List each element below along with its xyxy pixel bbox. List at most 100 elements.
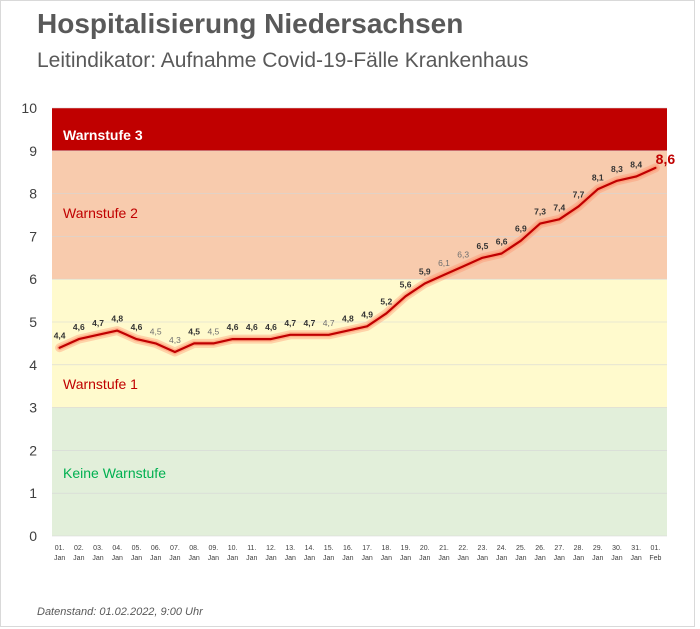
x-tick-month: Feb [649,555,661,562]
y-tick-label: 6 [29,271,37,287]
x-tick-day: 14. [305,545,315,552]
x-tick-day: 24. [497,545,507,552]
x-tick-month: Jan [419,555,430,562]
x-tick-day: 26. [535,545,545,552]
data-labels: 4,4 4,6 4,7 4,8 4,6 4,5 4,3 4,5 4,5 4,6 4,6 4,6 4,7 4… [54,151,676,345]
chart-title: Hospitalisierung Niedersachsen [37,8,464,39]
x-tick-month: Jan [361,555,372,562]
x-tick-month: Jan [112,555,123,562]
x-tick-month: Jan [381,555,392,562]
x-tick-month: Jan [515,555,526,562]
x-tick-day: 04. [112,545,122,552]
y-tick-label: 10 [21,100,37,116]
data-label: 4,7 [323,318,335,328]
y-tick-label: 1 [29,485,37,501]
x-tick-day: 07. [170,545,180,552]
y-tick-label: 0 [29,528,37,544]
y-tick-label: 4 [29,357,37,373]
data-label: 7,7 [573,189,585,199]
data-label: 4,8 [111,314,123,324]
data-series [55,163,660,357]
y-axis-ticks: 0 1 2 3 4 5 6 7 8 9 10 [21,100,37,544]
x-tick-month: Jan [246,555,257,562]
data-label: 4,8 [342,314,354,324]
chart-subtitle: Leitindikator: Aufnahme Covid-19-Fälle K… [37,49,529,72]
x-tick-month: Jan [227,555,238,562]
x-tick-month: Jan [188,555,199,562]
x-tick-day: 19. [401,545,411,552]
data-label: 4,6 [73,322,85,332]
data-label: 4,5 [207,326,219,336]
gridlines [52,107,667,537]
x-tick-month: Jan [150,555,161,562]
data-label: 4,6 [131,322,143,332]
x-tick-day: 08. [189,545,199,552]
data-label: 5,9 [419,266,431,276]
x-tick-day: 25. [516,545,526,552]
data-label: 4,5 [188,326,200,336]
data-label: 4,9 [361,309,373,319]
x-tick-day: 30. [612,545,622,552]
x-axis-ticks: 01. Jan 02. Jan 03. Jan 04. Jan 05. Jan 06. Jan 07. J… [54,545,662,562]
data-label: 4,7 [92,318,104,328]
band-0 [52,407,667,536]
x-tick-day: 12. [266,545,276,552]
x-tick-month: Jan [73,555,84,562]
x-tick-month: Jan [592,555,603,562]
x-tick-day: 06. [151,545,161,552]
data-label: 4,7 [284,318,296,328]
data-label: 6,5 [477,241,489,251]
data-label: 6,6 [496,237,508,247]
data-label: 7,4 [553,202,565,212]
data-label: 6,9 [515,224,527,234]
x-tick-day: 20. [420,545,430,552]
data-label: 4,6 [227,322,239,332]
y-tick-label: 8 [29,186,37,202]
y-tick-label: 5 [29,314,37,330]
band-label-3: Warnstufe 3 [63,127,143,143]
x-tick-day: 16. [343,545,353,552]
y-tick-label: 2 [29,442,37,458]
data-source-note: Datenstand: 01.02.2022, 9:00 Uhr [37,606,203,618]
data-label: 4,4 [54,331,66,341]
band-label-2: Warnstufe 2 [63,205,138,221]
data-label: 8,1 [592,172,604,182]
series-line [58,166,657,354]
x-tick-day: 28. [574,545,584,552]
y-tick-label: 7 [29,228,37,244]
x-tick-month: Jan [400,555,411,562]
x-tick-day: 01. [651,545,661,552]
x-tick-month: Jan [611,555,622,562]
x-tick-month: Jan [323,555,334,562]
x-tick-day: 01. [55,545,65,552]
x-tick-month: Jan [438,555,449,562]
x-tick-month: Jan [285,555,296,562]
warning-bands [52,108,667,536]
x-tick-day: 15. [324,545,334,552]
data-label: 8,4 [630,159,642,169]
data-label: 5,2 [380,296,392,306]
y-tick-label: 9 [29,143,37,159]
data-label: 5,6 [400,279,412,289]
data-label: 8,3 [611,164,623,174]
data-label: 8,6 [656,151,676,167]
x-tick-day: 21. [439,545,449,552]
data-label: 4,3 [169,335,181,345]
x-tick-month: Jan [477,555,488,562]
x-tick-month: Jan [573,555,584,562]
band-label-0: Keine Warnstufe [63,465,166,481]
band-2 [52,150,667,280]
band-3 [52,108,667,151]
x-tick-day: 27. [554,545,564,552]
data-label: 4,6 [246,322,258,332]
x-tick-day: 10. [228,545,238,552]
x-tick-month: Jan [554,555,565,562]
x-tick-day: 09. [208,545,218,552]
band-label-1: Warnstufe 1 [63,376,138,392]
x-tick-month: Jan [265,555,276,562]
x-tick-day: 31. [631,545,641,552]
x-tick-day: 23. [478,545,488,552]
band-labels: Keine Warnstufe Warnstufe 1 Warnstufe 2 War… [63,127,166,481]
